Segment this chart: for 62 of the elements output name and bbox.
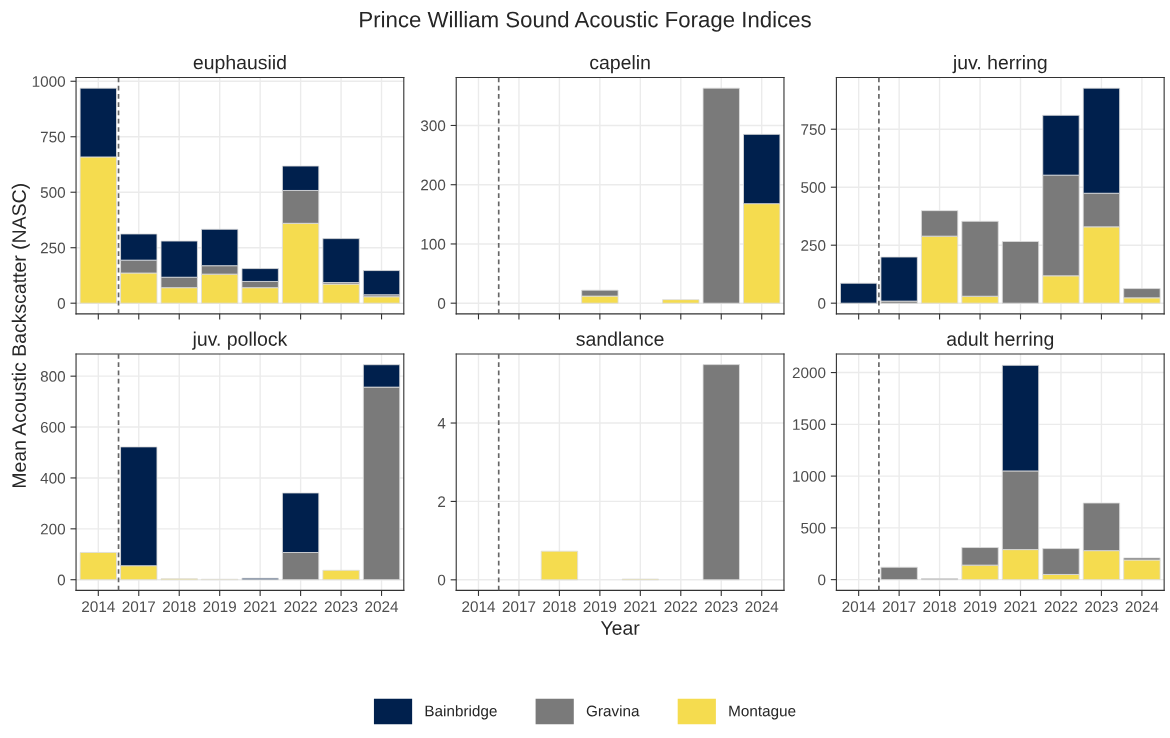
y-tick-label: 0 — [818, 298, 826, 309]
y-tick-label: 4 — [437, 418, 446, 429]
y-tick-label: 200 — [40, 523, 66, 535]
chart-title: capelin — [590, 55, 650, 74]
y-tick-label: 1500 — [793, 419, 826, 431]
text: Prince William Sound Acoustic Forage Indices — [360, 11, 811, 32]
chart-title: juv. pollock — [192, 331, 288, 350]
y-tick-label: 500 — [801, 182, 826, 193]
x-tick-label: 2018 — [923, 601, 956, 613]
x-tick-label: 2014 — [82, 601, 115, 613]
x-tick-label: 2024 — [365, 601, 399, 613]
y-tick-label: 400 — [40, 472, 66, 484]
x-tick-label: 2021 — [624, 601, 657, 613]
y-tick-label: 500 — [801, 522, 826, 534]
x-tick-label: 2018 — [163, 601, 196, 613]
x-tick-label: 2023 — [324, 601, 358, 613]
y-tick-label: 300 — [420, 120, 446, 132]
x-tick-label: 2023 — [705, 601, 738, 613]
x-tick-label: 2022 — [1044, 601, 1078, 613]
y-tick-label: 250 — [40, 242, 66, 254]
x-tick-label: 2021 — [243, 601, 277, 613]
y-tick-label: 100 — [421, 238, 446, 250]
x-tick-label: 2017 — [502, 601, 536, 613]
chart-title: sandlance — [576, 331, 664, 346]
x-tick-label: 2024 — [745, 601, 779, 613]
y-tick-label: 800 — [40, 371, 66, 382]
x-tick-label: 2019 — [583, 601, 617, 613]
x-tick-label: 2024 — [1125, 601, 1159, 613]
y-tick-label: 0 — [437, 298, 446, 309]
x-tick-label: 2023 — [1085, 601, 1118, 613]
x-tick-label: 2019 — [203, 601, 236, 613]
x-tick-label: 2021 — [1004, 601, 1037, 613]
y-tick-label: 2000 — [792, 367, 826, 379]
chart-title: adult herring — [947, 331, 1054, 350]
y-tick-label: 500 — [40, 187, 66, 198]
legend-label: Bainbridge — [425, 705, 497, 720]
x-tick-label: 2022 — [664, 601, 698, 613]
legend-label: Gravina — [586, 705, 640, 717]
y-tick-label: 1000 — [793, 470, 826, 482]
x-tick-label: 2014 — [842, 601, 876, 613]
y-tick-label: 750 — [801, 124, 826, 135]
x-tick-label: 2018 — [543, 601, 576, 613]
y-axis-title: Mean Acoustic Backscatter (NASC) — [11, 184, 30, 488]
x-tick-label: 2017 — [882, 601, 916, 613]
y-tick-label: 200 — [421, 179, 446, 191]
x-tick-label: 2019 — [963, 601, 997, 613]
y-tick-label: 0 — [818, 574, 826, 586]
x-tick-label: 2022 — [284, 601, 317, 613]
x-tick-label: 2014 — [462, 601, 496, 613]
y-tick-label: 600 — [40, 421, 66, 433]
y-tick-label: 250 — [801, 240, 826, 251]
y-tick-label: 2 — [438, 496, 446, 507]
x-axis-title: Year — [600, 621, 640, 635]
chart-title: juv. herring — [952, 55, 1047, 74]
legend-label: Montague — [729, 705, 796, 720]
y-tick-label: 750 — [40, 131, 66, 143]
y-tick-label: 0 — [57, 298, 66, 309]
y-tick-label: 0 — [57, 574, 66, 586]
y-tick-label: 1000 — [32, 76, 66, 87]
chart-title: euphausiid — [193, 55, 286, 74]
x-tick-label: 2017 — [122, 601, 155, 613]
y-tick-label: 0 — [437, 574, 446, 586]
